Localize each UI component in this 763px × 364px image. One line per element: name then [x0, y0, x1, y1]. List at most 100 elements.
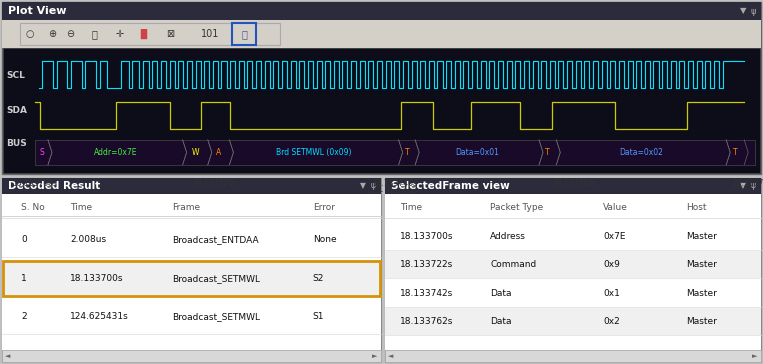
FancyBboxPatch shape: [385, 308, 761, 335]
Text: ψ: ψ: [371, 182, 375, 190]
Text: ✛: ✛: [116, 29, 124, 39]
Text: Broadcast_SETMWL: Broadcast_SETMWL: [172, 312, 260, 321]
Text: Error: Error: [313, 203, 335, 213]
Text: <-- Time-->: <-- Time-->: [371, 186, 420, 195]
FancyBboxPatch shape: [385, 350, 761, 362]
Text: Master: Master: [686, 289, 716, 298]
Text: 18.133700s: 18.133700s: [400, 232, 453, 241]
Text: None: None: [313, 236, 336, 245]
Text: BUS: BUS: [6, 138, 27, 147]
Text: Decoded Result: Decoded Result: [8, 181, 100, 191]
Text: ◄: ◄: [388, 353, 394, 359]
Text: ⊕: ⊕: [48, 29, 56, 39]
FancyBboxPatch shape: [2, 2, 761, 20]
Text: Broadcast_SETMWL: Broadcast_SETMWL: [172, 274, 260, 283]
Text: ⬛: ⬛: [239, 29, 245, 39]
FancyBboxPatch shape: [232, 23, 256, 45]
Text: ✋: ✋: [91, 29, 97, 39]
Text: 18.133700s: 18.133700s: [70, 274, 124, 283]
FancyBboxPatch shape: [2, 261, 381, 296]
Text: 2.008us: 2.008us: [70, 236, 106, 245]
Text: SCL: SCL: [6, 71, 25, 80]
Text: 0x7E: 0x7E: [603, 232, 626, 241]
Text: W: W: [192, 148, 199, 157]
FancyBboxPatch shape: [385, 223, 761, 250]
Text: S. No: S. No: [21, 203, 45, 213]
FancyBboxPatch shape: [20, 23, 280, 45]
Text: S2: S2: [313, 274, 324, 283]
Text: Host: Host: [686, 203, 707, 213]
FancyBboxPatch shape: [2, 194, 381, 350]
Text: 0x9: 0x9: [603, 260, 620, 269]
Text: 18.133740s: 18.133740s: [372, 178, 417, 187]
Text: Data=0x02: Data=0x02: [620, 148, 663, 157]
Text: T: T: [546, 148, 550, 157]
Text: Time: Time: [70, 203, 92, 213]
Text: Addr=0x7E: Addr=0x7E: [94, 148, 137, 157]
Text: SDA: SDA: [6, 106, 27, 115]
Text: ►: ►: [752, 353, 758, 359]
Text: 2: 2: [21, 312, 27, 321]
Text: ψ: ψ: [751, 182, 755, 190]
FancyBboxPatch shape: [385, 178, 761, 194]
Text: T: T: [733, 148, 738, 157]
Text: Data: Data: [491, 317, 512, 326]
Text: Data: Data: [491, 289, 512, 298]
Text: Data=0x01: Data=0x01: [456, 148, 499, 157]
Text: ψ: ψ: [750, 7, 755, 16]
Text: Master: Master: [686, 317, 716, 326]
Text: Address: Address: [491, 232, 526, 241]
FancyBboxPatch shape: [385, 280, 761, 307]
Text: Broadcast_ENTDAA: Broadcast_ENTDAA: [172, 236, 259, 245]
Text: ⊖: ⊖: [66, 29, 74, 39]
Text: T: T: [404, 148, 409, 157]
FancyBboxPatch shape: [2, 350, 381, 362]
Text: 18.133780s: 18.133780s: [732, 178, 763, 187]
Text: A: A: [216, 148, 221, 157]
FancyBboxPatch shape: [3, 261, 380, 296]
Text: ▼: ▼: [360, 182, 366, 190]
Text: 18.133720s: 18.133720s: [192, 178, 237, 187]
Text: ▼: ▼: [740, 7, 746, 16]
Text: S: S: [39, 148, 43, 157]
Text: 0x2: 0x2: [603, 317, 620, 326]
Text: Brd SETMWL (0x09): Brd SETMWL (0x09): [276, 148, 352, 157]
Text: Plot View: Plot View: [8, 6, 66, 16]
Text: ⊠: ⊠: [166, 29, 174, 39]
Text: Frame: Frame: [172, 203, 201, 213]
Text: ▐▌: ▐▌: [137, 29, 152, 39]
FancyBboxPatch shape: [2, 222, 381, 257]
Text: Command: Command: [491, 260, 536, 269]
Text: 18.133700s: 18.133700s: [12, 178, 57, 187]
FancyBboxPatch shape: [385, 194, 761, 350]
Text: 18.133742s: 18.133742s: [400, 289, 453, 298]
Text: 18.133722s: 18.133722s: [400, 260, 453, 269]
FancyBboxPatch shape: [2, 178, 381, 194]
Text: ◄: ◄: [5, 353, 11, 359]
Text: ►: ►: [372, 353, 378, 359]
FancyBboxPatch shape: [35, 140, 755, 165]
Text: Packet Type: Packet Type: [491, 203, 543, 213]
Text: 18.133762s: 18.133762s: [400, 317, 453, 326]
FancyBboxPatch shape: [2, 178, 381, 362]
FancyBboxPatch shape: [2, 2, 761, 174]
Text: Time: Time: [400, 203, 422, 213]
Text: Master: Master: [686, 232, 716, 241]
Text: 101: 101: [201, 29, 219, 39]
Text: 1: 1: [21, 274, 27, 283]
FancyBboxPatch shape: [385, 252, 761, 278]
FancyBboxPatch shape: [3, 48, 760, 173]
Text: S1: S1: [313, 312, 324, 321]
FancyBboxPatch shape: [2, 299, 381, 334]
Text: 0x1: 0x1: [603, 289, 620, 298]
FancyBboxPatch shape: [2, 20, 761, 48]
Text: Master: Master: [686, 260, 716, 269]
Text: 18.133760s: 18.133760s: [552, 178, 597, 187]
FancyBboxPatch shape: [385, 178, 761, 362]
Text: SelectedFrame view: SelectedFrame view: [391, 181, 510, 191]
Text: 0: 0: [21, 236, 27, 245]
Text: Value: Value: [603, 203, 628, 213]
Text: ○: ○: [26, 29, 34, 39]
Text: ⬛: ⬛: [241, 29, 247, 39]
Text: ▼: ▼: [740, 182, 746, 190]
